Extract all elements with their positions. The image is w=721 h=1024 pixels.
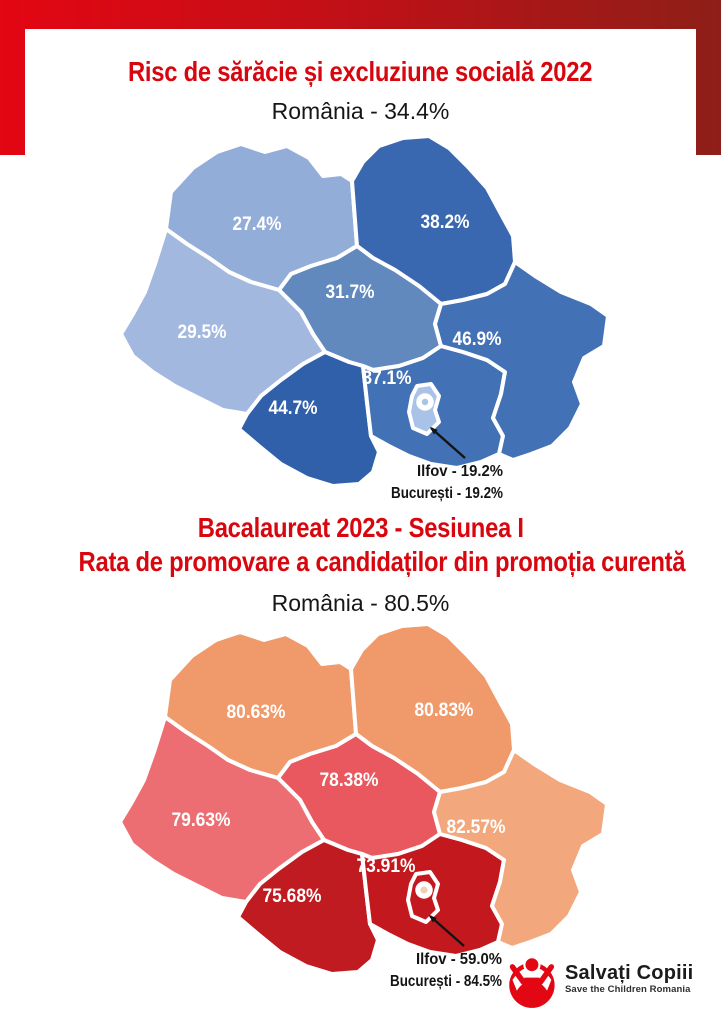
region-value-label: 31.7% xyxy=(326,282,375,303)
region-south-east xyxy=(432,748,609,950)
region-value-label: 78.38% xyxy=(320,770,379,791)
section1-title-row: Risc de sărăcie și excluziune socială 20… xyxy=(25,55,696,89)
section2-title-row-1: Bacalaureat 2023 - Sesiunea I xyxy=(25,511,696,545)
section2-title-row-2: Rata de promovare a candidaților din pro… xyxy=(25,545,696,579)
section1-subtitle: România - 34.4% xyxy=(271,98,450,124)
ilfov-marker-ring xyxy=(415,881,433,899)
section2-subtitle-row: România - 80.5% xyxy=(25,588,696,618)
section2-subtitle: România - 80.5% xyxy=(271,590,450,616)
logo-child-head xyxy=(523,956,541,974)
save-the-children-logo: Salvați Copiii Save the Children Romania xyxy=(508,955,696,1013)
logo-text-block: Salvați Copiii Save the Children Romania xyxy=(565,962,693,996)
ilfov-annotation-line: Ilfov - 59.0% xyxy=(416,951,502,968)
region-value-label: 44.7% xyxy=(269,398,318,419)
region-value-label: 38.2% xyxy=(421,212,470,233)
logo-subtitle: Save the Children Romania xyxy=(565,984,691,995)
section2-title-line1: Bacalaureat 2023 - Sesiunea I xyxy=(197,512,524,543)
logo-child-body xyxy=(521,977,543,994)
ilfov-annotation-line: Ilfov - 19.2% xyxy=(417,463,503,480)
section1-title: Risc de sărăcie și excluziune socială 20… xyxy=(128,56,593,87)
content-card: Risc de sărăcie și excluziune socială 20… xyxy=(25,29,696,1024)
region-value-label: 82.57% xyxy=(447,817,506,838)
save-the-children-logo-icon xyxy=(509,956,555,1008)
section1-subtitle-row: România - 34.4% xyxy=(25,96,696,126)
region-value-label: 80.83% xyxy=(415,700,474,721)
region-value-label: 73.91% xyxy=(357,856,416,877)
ilfov-marker-ring xyxy=(416,393,434,411)
ilfov-annotation-line: București - 84.5% xyxy=(390,973,502,990)
logo-child-arms xyxy=(509,964,555,985)
logo-title: Salvați Copiii xyxy=(565,962,694,984)
ilfov-marker-center xyxy=(421,398,429,406)
region-south-east xyxy=(433,260,610,462)
baccalaureate-map-romania: 80.63% 80.83% 78.38% 79.63% 75.68% 73.91% 82.5… xyxy=(118,622,609,990)
ilfov-annotation-arrow xyxy=(428,915,465,947)
region-value-label: 29.5% xyxy=(178,322,227,343)
ilfov-annotation-line: București - 19.2% xyxy=(391,485,503,502)
region-value-label: 79.63% xyxy=(172,810,231,831)
region-value-label: 80.63% xyxy=(227,702,286,723)
section2-title-line2: Rata de promovare a candidaților din pro… xyxy=(78,546,686,577)
region-value-label: 27.4% xyxy=(233,214,282,235)
poverty-risk-map-romania: 27.4% 38.2% 31.7% 29.5% 44.7% 37.1% 46.9% Ilfov… xyxy=(119,134,610,502)
ilfov-marker-center xyxy=(420,886,428,894)
region-value-label: 46.9% xyxy=(453,329,502,350)
region-value-label: 37.1% xyxy=(363,368,412,389)
region-value-label: 75.68% xyxy=(263,886,322,907)
ilfov-annotation-arrow xyxy=(429,427,466,459)
